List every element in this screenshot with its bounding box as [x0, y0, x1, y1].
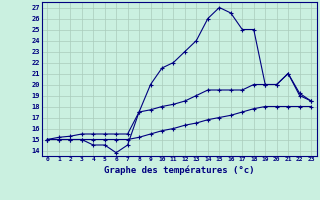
- X-axis label: Graphe des températures (°c): Graphe des températures (°c): [104, 165, 254, 175]
